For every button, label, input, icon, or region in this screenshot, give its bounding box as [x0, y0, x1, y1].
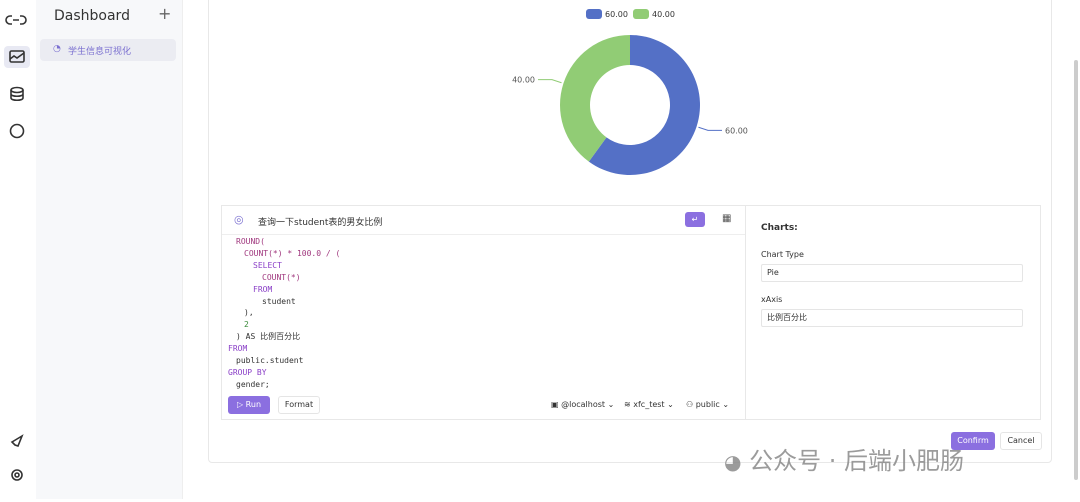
code-line: FROM — [228, 344, 248, 354]
github-icon[interactable] — [9, 123, 25, 139]
legend-label: 60.00 — [605, 10, 628, 19]
code-line: SELECT — [253, 260, 282, 270]
confirm-button[interactable]: Confirm — [951, 432, 995, 450]
legend-swatch — [586, 9, 602, 19]
code-line: student — [262, 296, 296, 306]
run-button[interactable]: ▷ Run — [228, 396, 270, 414]
scrollbar[interactable] — [1074, 60, 1078, 480]
donut-slice — [588, 35, 700, 175]
code-line: COUNT(*) — [262, 272, 301, 282]
sql-code: ROUND( COUNT(*) * 100.0 / ( SELECT COUNT… — [228, 236, 340, 391]
settings-panel: Charts: Chart Type Pie xAxis 比例百分比 — [745, 205, 1041, 420]
code-line: public.student — [236, 356, 304, 366]
code-line: 2 — [244, 320, 249, 330]
slice-label: 60.00 — [725, 126, 748, 135]
format-button[interactable]: Format — [278, 396, 320, 414]
link-icon[interactable] — [5, 15, 27, 25]
xaxis-label: xAxis — [761, 295, 783, 304]
code-line: COUNT(*) * 100.0 / ( — [244, 248, 341, 258]
label-line — [538, 79, 562, 84]
code-line: GROUP BY — [228, 367, 267, 377]
cancel-button[interactable]: Cancel — [1000, 432, 1042, 450]
run-label: Run — [245, 400, 262, 409]
settings-icon[interactable] — [11, 469, 23, 481]
code-line: ), — [244, 308, 254, 318]
sidebar-item-label: 学生信息可视化 — [68, 47, 132, 57]
host-label: @localhost — [561, 400, 606, 409]
code-line: ROUND( — [236, 237, 265, 246]
table-icon[interactable]: ▦ — [722, 213, 732, 224]
icon-rail — [0, 0, 37, 499]
sidebar: Dashboard + ◔ 学生信息可视化 — [36, 0, 183, 499]
prompt-bar: ◎ 查询一下student表的男女比例 ↵ ▦ — [222, 206, 745, 235]
host-select[interactable]: ▣ @localhost ⌄ — [551, 400, 615, 409]
settings-title: Charts: — [761, 223, 798, 233]
schema-select[interactable]: ⚇ public ⌄ — [686, 400, 730, 409]
label-line — [698, 126, 722, 131]
chart-type-select[interactable]: Pie — [761, 264, 1023, 282]
donut-slice — [560, 35, 630, 162]
watermark: ◕ 公众号 · 后端小肥肠 — [724, 447, 964, 475]
code-line: gender; — [236, 379, 270, 389]
rocket-icon[interactable] — [10, 434, 24, 447]
schema-label: public — [695, 400, 720, 409]
code-line: FROM — [253, 284, 273, 294]
database-icon[interactable] — [10, 86, 24, 94]
code-line: ) AS 比例百分比 — [236, 332, 301, 342]
slice-label: 40.00 — [512, 76, 535, 85]
sidebar-item[interactable]: ◔ 学生信息可视化 — [40, 39, 176, 61]
database-select[interactable]: ≋ xfc_test ⌄ — [624, 400, 674, 409]
database-label: xfc_test — [633, 400, 665, 409]
chart-type-label: Chart Type — [761, 250, 804, 259]
sidebar-title: Dashboard — [54, 8, 130, 24]
card — [208, 0, 1052, 463]
submit-button[interactable]: ↵ — [685, 212, 705, 227]
add-button[interactable]: + — [158, 4, 172, 23]
donut-chart: 60.00 40.00 60.00 40.00 — [512, 9, 748, 175]
xaxis-select[interactable]: 比例百分比 — [761, 309, 1023, 327]
prompt-text: 查询一下student表的男女比例 — [258, 218, 383, 228]
dashboard-icon[interactable] — [9, 50, 25, 63]
legend-swatch — [633, 9, 649, 19]
watermark-text: 公众号 · 后端小肥肠 — [749, 447, 964, 475]
legend-label: 40.00 — [652, 10, 675, 19]
active-bg — [4, 46, 30, 68]
rail-icons — [4, 15, 30, 481]
